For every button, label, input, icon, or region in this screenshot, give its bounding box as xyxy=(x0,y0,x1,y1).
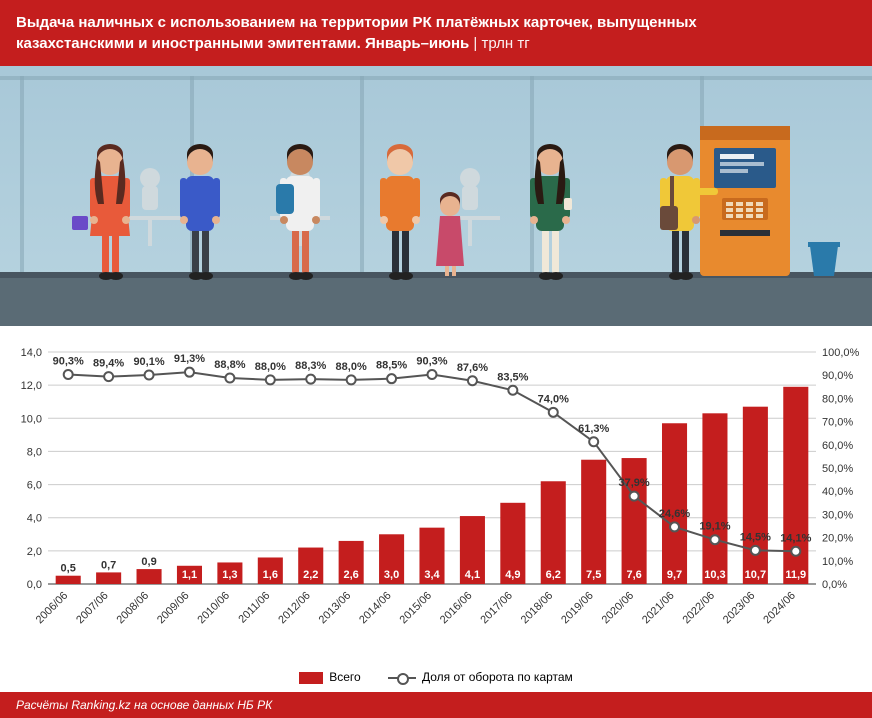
title-line2b: трлн тг xyxy=(481,35,529,52)
svg-text:2010/06: 2010/06 xyxy=(195,590,232,627)
svg-text:24,6%: 24,6% xyxy=(659,508,690,520)
svg-text:80,0%: 80,0% xyxy=(822,393,853,405)
svg-text:0,0: 0,0 xyxy=(27,579,42,591)
svg-text:2018/06: 2018/06 xyxy=(519,590,556,627)
svg-text:2013/06: 2013/06 xyxy=(317,590,354,627)
svg-text:1,3: 1,3 xyxy=(222,569,237,581)
legend-bar: Всего xyxy=(299,670,360,684)
svg-text:100,0%: 100,0% xyxy=(822,347,860,359)
title-line1: Выдача наличных с использованием на терр… xyxy=(16,14,697,31)
svg-text:2022/06: 2022/06 xyxy=(680,590,717,627)
title-sep: | xyxy=(469,35,481,52)
svg-text:11,9: 11,9 xyxy=(785,569,806,581)
svg-text:0,7: 0,7 xyxy=(101,559,116,571)
svg-text:7,5: 7,5 xyxy=(586,569,601,581)
bar-swatch xyxy=(299,672,323,684)
svg-text:2019/06: 2019/06 xyxy=(559,590,596,627)
svg-text:2014/06: 2014/06 xyxy=(357,590,394,627)
svg-text:2009/06: 2009/06 xyxy=(155,590,192,627)
svg-text:2017/06: 2017/06 xyxy=(478,590,515,627)
svg-text:2023/06: 2023/06 xyxy=(721,590,758,627)
title-bar: Выдача наличных с использованием на терр… xyxy=(0,0,872,66)
svg-text:2012/06: 2012/06 xyxy=(276,590,313,627)
svg-text:8,0: 8,0 xyxy=(27,446,42,458)
svg-text:88,0%: 88,0% xyxy=(255,361,286,373)
svg-text:2021/06: 2021/06 xyxy=(640,590,677,627)
svg-text:30,0%: 30,0% xyxy=(822,509,853,521)
svg-text:89,4%: 89,4% xyxy=(93,358,124,370)
svg-text:10,7: 10,7 xyxy=(745,569,766,581)
svg-text:7,6: 7,6 xyxy=(626,569,641,581)
svg-text:61,3%: 61,3% xyxy=(578,423,609,435)
svg-text:83,5%: 83,5% xyxy=(497,371,528,383)
svg-text:14,5%: 14,5% xyxy=(740,531,771,543)
svg-text:91,3%: 91,3% xyxy=(174,353,205,365)
svg-text:1,1: 1,1 xyxy=(182,569,197,581)
svg-text:10,0%: 10,0% xyxy=(822,556,853,568)
svg-text:90,0%: 90,0% xyxy=(822,370,853,382)
svg-text:2011/06: 2011/06 xyxy=(236,590,272,626)
svg-text:0,0%: 0,0% xyxy=(822,579,847,591)
legend-line: Доля от оборота по картам xyxy=(388,670,573,684)
svg-text:9,7: 9,7 xyxy=(667,569,682,581)
line-swatch xyxy=(388,672,416,684)
svg-text:20,0%: 20,0% xyxy=(822,533,853,545)
svg-text:88,8%: 88,8% xyxy=(214,359,245,371)
svg-text:2007/06: 2007/06 xyxy=(74,590,111,627)
svg-text:2006/06: 2006/06 xyxy=(34,590,71,627)
svg-text:74,0%: 74,0% xyxy=(538,393,569,405)
svg-text:0,5: 0,5 xyxy=(61,563,76,575)
svg-text:60,0%: 60,0% xyxy=(822,440,853,452)
svg-text:2016/06: 2016/06 xyxy=(438,590,475,627)
svg-text:90,3%: 90,3% xyxy=(53,356,84,368)
svg-text:0,9: 0,9 xyxy=(141,556,156,568)
svg-text:4,9: 4,9 xyxy=(505,569,520,581)
svg-text:37,9%: 37,9% xyxy=(619,477,650,489)
svg-text:2015/06: 2015/06 xyxy=(398,590,435,627)
title-line2a: казахстанскими и иностранными эмитентами… xyxy=(16,35,469,52)
svg-text:87,6%: 87,6% xyxy=(457,362,488,374)
svg-text:14,1%: 14,1% xyxy=(780,532,811,544)
svg-text:2,0: 2,0 xyxy=(27,546,42,558)
svg-text:2,6: 2,6 xyxy=(344,569,359,581)
svg-text:88,0%: 88,0% xyxy=(336,361,367,373)
chart-area: 0,0 2,0 4,0 6,0 8,0 10,0 12,0 14,0 0,0% 10,0% 20,0… xyxy=(0,326,872,666)
svg-text:2,2: 2,2 xyxy=(303,569,318,581)
chart-legend: Всего Доля от оборота по картам xyxy=(0,666,872,692)
svg-text:3,4: 3,4 xyxy=(424,569,440,581)
footer-source: Расчёты Ranking.kz на основе данных НБ Р… xyxy=(0,692,872,718)
svg-text:14,0: 14,0 xyxy=(21,347,42,359)
svg-text:88,5%: 88,5% xyxy=(376,360,407,372)
svg-text:70,0%: 70,0% xyxy=(822,417,853,429)
svg-text:6,2: 6,2 xyxy=(546,569,561,581)
svg-text:1,6: 1,6 xyxy=(263,569,278,581)
svg-text:19,1%: 19,1% xyxy=(699,521,730,533)
svg-text:4,0: 4,0 xyxy=(27,513,42,525)
svg-text:90,1%: 90,1% xyxy=(133,356,164,368)
svg-text:6,0: 6,0 xyxy=(27,480,42,492)
svg-text:2020/06: 2020/06 xyxy=(600,590,637,627)
svg-text:3,0: 3,0 xyxy=(384,569,399,581)
svg-text:10,3: 10,3 xyxy=(704,569,725,581)
atm-queue-illustration xyxy=(0,66,872,326)
svg-text:90,3%: 90,3% xyxy=(416,356,447,368)
svg-text:88,3%: 88,3% xyxy=(295,360,326,372)
svg-text:2008/06: 2008/06 xyxy=(115,590,152,627)
svg-text:50,0%: 50,0% xyxy=(822,463,853,475)
svg-text:2024/06: 2024/06 xyxy=(761,590,798,627)
svg-text:10,0: 10,0 xyxy=(21,413,42,425)
svg-text:12,0: 12,0 xyxy=(21,380,42,392)
svg-text:4,1: 4,1 xyxy=(465,569,480,581)
combo-chart: 0,0 2,0 4,0 6,0 8,0 10,0 12,0 14,0 0,0% 10,0% 20,0… xyxy=(12,334,860,634)
svg-text:40,0%: 40,0% xyxy=(822,486,853,498)
